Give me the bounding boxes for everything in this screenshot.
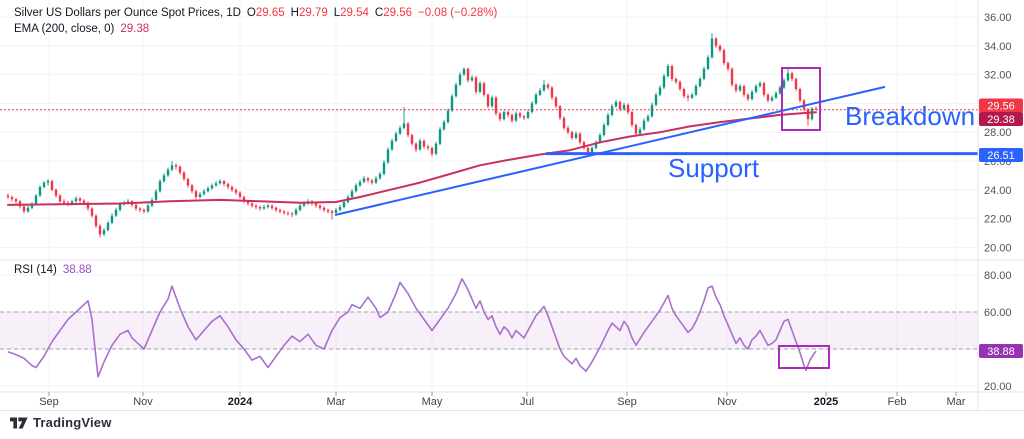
rsi-legend[interactable]: RSI (14) 38.88 <box>14 264 92 276</box>
low-key: L <box>333 7 341 19</box>
tradingview-logo[interactable]: TradingView <box>10 415 112 430</box>
svg-text:22.00: 22.00 <box>984 214 1012 226</box>
change-value: −0.08 (−0.28%) <box>418 7 498 19</box>
ema-line[interactable] <box>7 111 817 206</box>
svg-text:Sep: Sep <box>617 396 637 408</box>
drawing-tools[interactable] <box>334 67 978 369</box>
svg-text:24.00: 24.00 <box>984 185 1012 197</box>
tradingview-logo-text: TradingView <box>33 415 112 430</box>
support-label[interactable]: Support <box>668 153 760 183</box>
price-highlight-rect[interactable] <box>781 67 821 131</box>
axis-badge <box>979 344 1023 358</box>
axis-badge <box>979 148 1023 162</box>
svg-text:26.51: 26.51 <box>987 150 1015 162</box>
svg-text:Nov: Nov <box>133 396 153 408</box>
rsi-value: 38.88 <box>62 264 92 276</box>
low-value: 29.54 <box>340 7 369 19</box>
open-value: 29.65 <box>255 7 285 19</box>
svg-text:36.00: 36.00 <box>984 12 1012 24</box>
svg-text:29.38: 29.38 <box>987 114 1015 126</box>
svg-text:Feb: Feb <box>888 396 907 408</box>
open-key: O <box>246 7 256 19</box>
pane-separators <box>0 0 1024 411</box>
symbol-legend[interactable]: Silver US Dollars per Ounce Spot Prices,… <box>14 7 497 19</box>
price-scale[interactable]: 36.0034.0032.0030.0028.0026.0024.0022.00… <box>984 12 1012 393</box>
svg-text:80.00: 80.00 <box>984 270 1012 282</box>
close-key: C <box>374 7 384 19</box>
svg-text:32.00: 32.00 <box>984 70 1012 82</box>
axis-badge <box>979 112 1023 126</box>
svg-text:2024: 2024 <box>228 396 253 408</box>
svg-text:28.00: 28.00 <box>984 127 1012 139</box>
svg-text:2025: 2025 <box>814 396 838 408</box>
high-value: 29.79 <box>298 7 328 19</box>
svg-text:60.00: 60.00 <box>984 307 1012 319</box>
ema-label: EMA (200, close, 0) <box>14 23 115 35</box>
close-value: 29.56 <box>383 7 412 19</box>
ema-legend[interactable]: EMA (200, close, 0) 29.38 <box>14 23 149 35</box>
svg-text:Nov: Nov <box>717 396 737 408</box>
axis-badge <box>979 98 1023 113</box>
rsi-label: RSI (14) <box>14 264 57 276</box>
rsi-highlight-rect[interactable] <box>778 345 830 369</box>
breakdown-label[interactable]: Breakdown <box>845 101 975 131</box>
svg-text:Mar: Mar <box>947 396 966 408</box>
svg-text:May: May <box>422 396 443 408</box>
svg-text:38.88: 38.88 <box>987 346 1015 358</box>
svg-text:Mar: Mar <box>327 396 346 408</box>
ema-value: 29.38 <box>120 23 150 35</box>
symbol-title: Silver US Dollars per Ounce Spot Prices,… <box>14 7 241 19</box>
candlestick-series[interactable] <box>6 33 818 238</box>
rsi-plot[interactable] <box>7 277 817 378</box>
time-scale[interactable]: Sep Nov 2024 Mar May Jul Sep Nov 2025 Feb Mar <box>39 392 966 408</box>
high-key: H <box>290 7 299 19</box>
svg-text:Jul: Jul <box>520 396 534 408</box>
trendline[interactable] <box>334 85 886 216</box>
text-annotations[interactable]: Breakdown Support <box>668 101 975 183</box>
svg-text:20.00: 20.00 <box>984 242 1012 254</box>
svg-text:Sep: Sep <box>39 396 59 408</box>
tradingview-logo-icon <box>10 417 28 428</box>
svg-text:20.00: 20.00 <box>984 381 1012 393</box>
svg-text:34.00: 34.00 <box>984 41 1012 53</box>
svg-text:29.56: 29.56 <box>987 101 1015 113</box>
